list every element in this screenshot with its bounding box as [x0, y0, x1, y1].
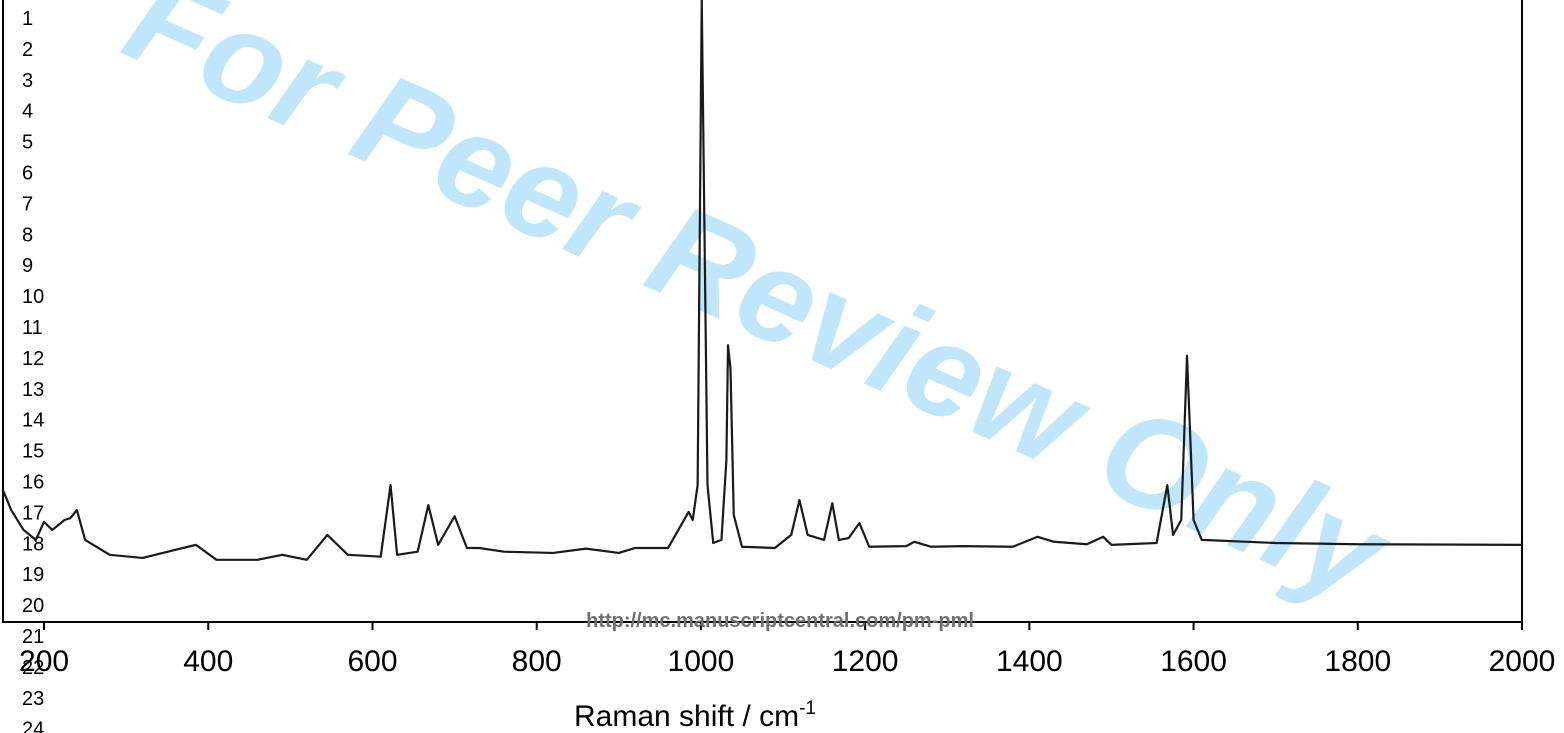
x-tick-label: 1200: [832, 645, 899, 678]
watermark-layer: For Peer Review Only: [106, 0, 1411, 631]
footer-url: http://mc.manuscriptcentral.com/pm-pml: [586, 610, 974, 632]
x-tick-label: 800: [512, 645, 562, 678]
line-number: 23: [22, 688, 44, 710]
line-number: 18: [22, 533, 44, 555]
line-number: 14: [22, 410, 44, 432]
watermark: For Peer Review Only: [106, 0, 1411, 631]
x-tick-label: 400: [183, 645, 233, 678]
x-tick-label: 1600: [1160, 645, 1227, 678]
x-tick-label: 200: [19, 645, 69, 678]
plot-area: [3, 0, 1522, 561]
line-number: 1: [22, 8, 33, 30]
line-number: 16: [22, 472, 44, 494]
x-tick-label: 1400: [996, 645, 1063, 678]
line-number: 5: [22, 132, 33, 154]
x-tick-label: 1800: [1324, 645, 1391, 678]
line-number: 13: [22, 379, 44, 401]
x-axis-label-superscript: -1: [799, 698, 816, 719]
line-number: 8: [22, 224, 33, 246]
line-number: 2: [22, 39, 33, 61]
line-number: 11: [22, 317, 43, 339]
x-tick-label: 2000: [1489, 645, 1556, 678]
line-number: 7: [22, 193, 33, 215]
line-number: 3: [22, 70, 33, 92]
line-number: 4: [22, 101, 33, 123]
line-number: 15: [22, 441, 44, 463]
line-number: 10: [22, 286, 44, 308]
line-number: 21: [22, 626, 44, 648]
line-number: 17: [22, 502, 44, 524]
x-tick-label: 600: [347, 645, 397, 678]
line-number: 19: [22, 564, 44, 586]
line-number: 20: [22, 595, 44, 617]
line-number: 9: [22, 255, 33, 277]
line-number: 22: [22, 657, 44, 679]
plot-frame: [2, 0, 1523, 623]
line-number: 24: [22, 719, 44, 733]
x-tick-label: 1000: [668, 645, 735, 678]
x-axis-label-text: Raman shift / cm: [574, 700, 799, 733]
x-axis: 200 400 600 800 1000 1200 1400 1600 1800 2000: [19, 622, 1555, 678]
line-number: 6: [22, 163, 33, 185]
spectrum-line: [3, 0, 1522, 561]
x-axis-label: Raman shift / cm-1: [574, 698, 816, 733]
line-number: 12: [22, 348, 44, 370]
